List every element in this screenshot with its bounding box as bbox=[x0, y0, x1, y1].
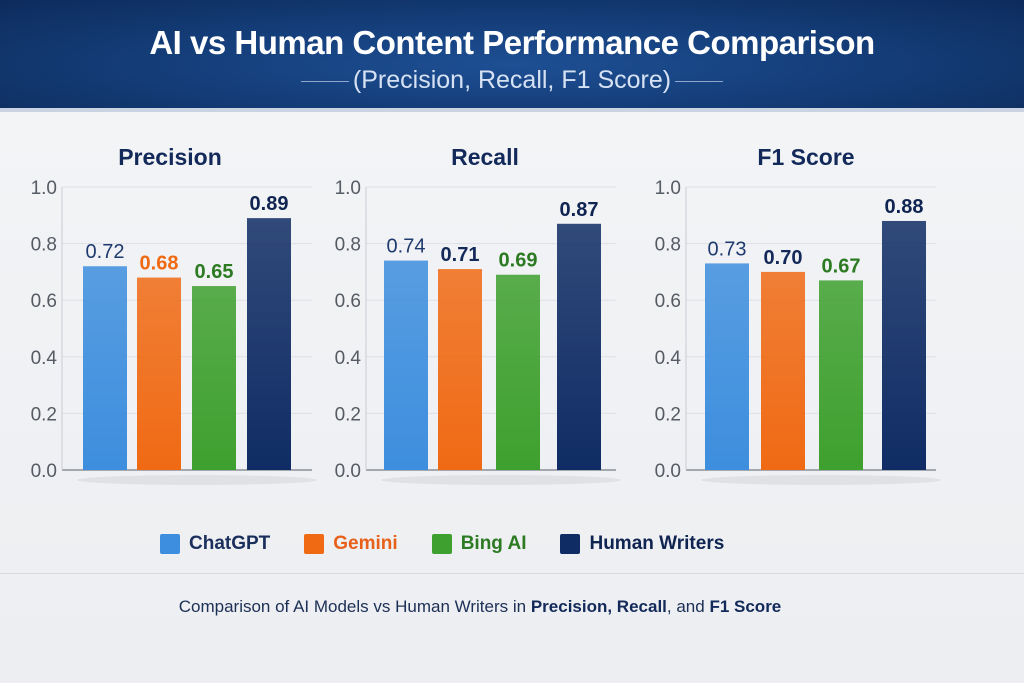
data-label: 0.87 bbox=[560, 199, 599, 221]
y-tick-label: 0.2 bbox=[31, 404, 57, 425]
y-tick-label: 0.2 bbox=[655, 404, 681, 425]
legend-label: Gemini bbox=[333, 533, 398, 554]
panel-title: Recall bbox=[451, 144, 519, 170]
subtitle-text: (Precision, Recall, F1 Score) bbox=[352, 66, 672, 94]
data-label: 0.70 bbox=[764, 247, 803, 269]
y-tick-label: 0.8 bbox=[655, 235, 681, 256]
caption-bold: F1 Score bbox=[709, 597, 782, 616]
legend-label: ChatGPT bbox=[189, 533, 271, 554]
data-label: 0.73 bbox=[708, 238, 747, 260]
y-tick-label: 0.2 bbox=[335, 404, 361, 425]
floor-shadow bbox=[77, 475, 317, 485]
legend-label: Human Writers bbox=[589, 533, 725, 554]
y-tick-label: 0.6 bbox=[655, 291, 681, 312]
legend-label: Bing AI bbox=[460, 533, 527, 554]
bar-human-writers bbox=[557, 223, 601, 470]
floor-shadow bbox=[701, 475, 941, 485]
bar-bing-ai bbox=[192, 286, 236, 470]
y-tick-label: 0.0 bbox=[31, 461, 57, 482]
y-tick-label: 0.4 bbox=[335, 348, 362, 369]
legend-item-human-writers: Human Writers bbox=[560, 533, 724, 555]
caption-bold: Precision, Recall bbox=[530, 597, 667, 616]
caption-text: , and bbox=[666, 597, 710, 616]
data-label: 0.65 bbox=[195, 261, 234, 283]
y-tick-label: 0.8 bbox=[335, 235, 361, 256]
legend-item-gemini: Gemini bbox=[304, 533, 398, 555]
bar-bing-ai bbox=[819, 280, 863, 470]
chart-title: AI vs Human Content Performance Comparis… bbox=[149, 24, 875, 61]
bar-gemini bbox=[438, 269, 482, 470]
legend-swatch bbox=[431, 534, 452, 554]
y-tick-label: 0.4 bbox=[31, 348, 58, 369]
y-tick-label: 0.0 bbox=[655, 461, 681, 482]
chart-panel-f1-score: F1 Score 0.0 0.2 0.4 0.6 0.8 1.0 0.73 0.70 0.67 0.… bbox=[655, 144, 941, 485]
divider-right bbox=[675, 80, 724, 82]
divider bbox=[0, 573, 1024, 574]
y-tick-label: 0.6 bbox=[335, 291, 361, 312]
legend-item-chatgpt: ChatGPT bbox=[160, 533, 270, 555]
chart-panel-precision: Precision 0.0 0.2 0.4 0.6 0.8 1.0 0.72 0.68 0.65 0… bbox=[31, 144, 317, 485]
y-tick-label: 0.8 bbox=[31, 235, 57, 256]
y-tick-label: 1.0 bbox=[335, 178, 361, 199]
y-tick-label: 0.0 bbox=[335, 461, 361, 482]
data-label: 0.68 bbox=[140, 253, 179, 275]
legend-swatch bbox=[160, 534, 180, 554]
y-tick-label: 1.0 bbox=[655, 178, 681, 199]
bar-chatgpt bbox=[384, 260, 428, 470]
caption-text: Comparison of AI Models vs Human Writers… bbox=[178, 597, 531, 616]
data-label: 0.67 bbox=[822, 255, 861, 277]
legend-swatch bbox=[560, 534, 581, 554]
bar-chatgpt bbox=[705, 263, 749, 470]
y-tick-label: 1.0 bbox=[31, 178, 57, 199]
bar-bing-ai bbox=[496, 274, 540, 470]
bar-human-writers bbox=[882, 220, 926, 470]
y-tick-label: 0.6 bbox=[31, 291, 57, 312]
data-label: 0.89 bbox=[250, 193, 289, 215]
header-banner: AI vs Human Content Performance Comparis… bbox=[0, 0, 1024, 112]
data-label: 0.69 bbox=[499, 250, 538, 272]
data-label: 0.74 bbox=[387, 236, 426, 258]
panel-title: Precision bbox=[118, 144, 222, 170]
legend-item-bing-ai: Bing AI bbox=[431, 533, 527, 555]
data-label: 0.72 bbox=[86, 241, 125, 263]
bar-gemini bbox=[761, 271, 805, 470]
data-label: 0.88 bbox=[885, 196, 924, 218]
data-label: 0.71 bbox=[441, 244, 480, 266]
panel-title: F1 Score bbox=[757, 144, 854, 170]
divider-left bbox=[300, 80, 349, 82]
bar-human-writers bbox=[247, 218, 291, 470]
chart-subtitle: (Precision, Recall, F1 Score) bbox=[0, 66, 1024, 95]
legend-swatch bbox=[304, 534, 325, 554]
legend: ChatGPT Gemini Bing AI Human Writers bbox=[160, 533, 758, 555]
y-tick-label: 0.4 bbox=[655, 348, 682, 369]
bar-gemini bbox=[137, 277, 181, 470]
caption: Comparison of AI Models vs Human Writers… bbox=[0, 597, 960, 617]
chart-panel-recall: Recall 0.0 0.2 0.4 0.6 0.8 1.0 0.74 0.71 0.69 0.87 bbox=[335, 144, 621, 485]
bar-chatgpt bbox=[83, 266, 127, 470]
floor-shadow bbox=[381, 475, 621, 485]
